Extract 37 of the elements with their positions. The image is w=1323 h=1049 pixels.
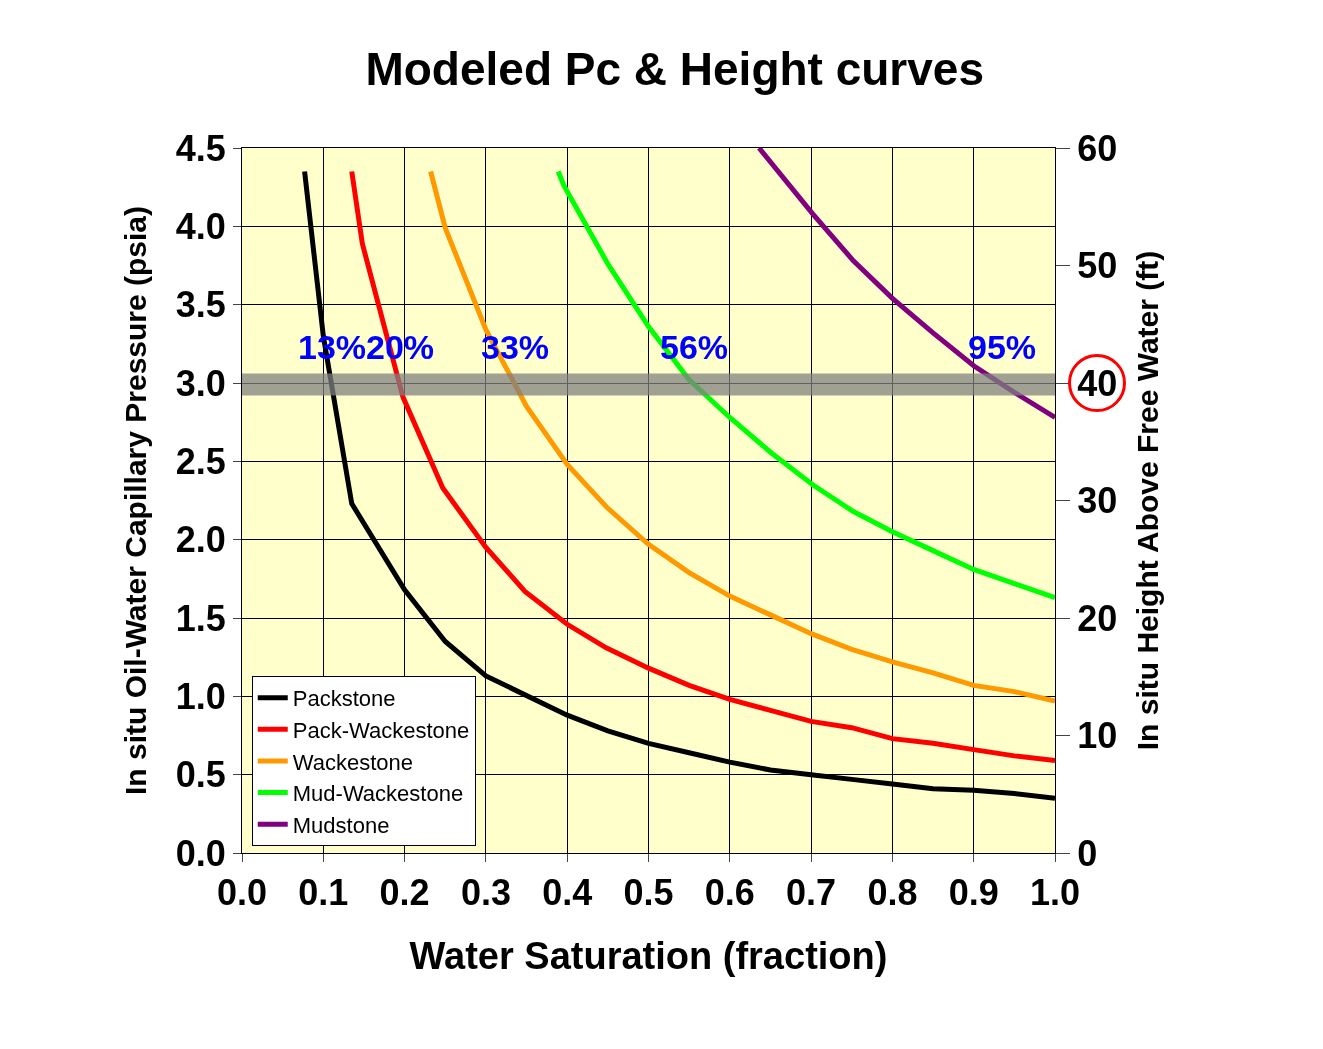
legend-label: Packstone xyxy=(292,686,396,712)
y-tick-label: 4.0 xyxy=(175,205,226,247)
legend-label: Wackestone xyxy=(292,749,414,775)
y2-tick-label: 20 xyxy=(1077,597,1118,639)
y-tick-label: 3.0 xyxy=(175,362,226,404)
x-tick-label: 0.2 xyxy=(379,872,430,914)
x-tick-label: 0.4 xyxy=(542,872,593,914)
y-tick-label: 0.0 xyxy=(175,832,226,874)
y-tick-label: 3.5 xyxy=(175,284,226,326)
y2-tick-label: 40 xyxy=(1077,362,1118,404)
y2-tick-label: 50 xyxy=(1077,245,1118,287)
x-axis-title: Water Saturation (fraction) xyxy=(409,935,888,978)
y2-tick-label: 60 xyxy=(1077,127,1118,169)
y-tick-label: 2.0 xyxy=(175,519,226,561)
legend-label: Mudstone xyxy=(292,812,390,838)
y2-tick-label: 30 xyxy=(1077,480,1118,522)
x-tick-label: 0.9 xyxy=(948,872,999,914)
y-axis-title: In situ Oil-Water Capillary Pressure (psia) xyxy=(118,205,152,796)
y-tick-label: 2.5 xyxy=(175,440,226,482)
y2-axis-title: In situ Height Above Free Water (ft) xyxy=(1130,250,1164,751)
x-tick-label: 0.5 xyxy=(623,872,674,914)
y-tick-label: 4.5 xyxy=(175,127,226,169)
chart-title: Modeled Pc & Height curves xyxy=(365,42,985,95)
x-tick-label: 0.6 xyxy=(704,872,755,914)
y-tick-label: 1.5 xyxy=(175,597,226,639)
x-tick-label: 0.0 xyxy=(216,872,268,914)
y2-tick-label: 10 xyxy=(1077,715,1118,757)
x-tick-label: 1.0 xyxy=(1029,872,1081,914)
y-tick-label: 1.0 xyxy=(175,675,226,717)
y2-tick-label: 0 xyxy=(1077,832,1098,874)
x-tick-label: 0.1 xyxy=(298,872,349,914)
x-tick-label: 0.7 xyxy=(786,872,837,914)
legend-label: Mud-Wackestone xyxy=(292,781,464,807)
x-tick-label: 0.3 xyxy=(460,872,511,914)
legend-label: Pack-Wackestone xyxy=(292,717,470,743)
y-tick-label: 0.5 xyxy=(175,754,226,796)
x-tick-label: 0.8 xyxy=(867,872,918,914)
